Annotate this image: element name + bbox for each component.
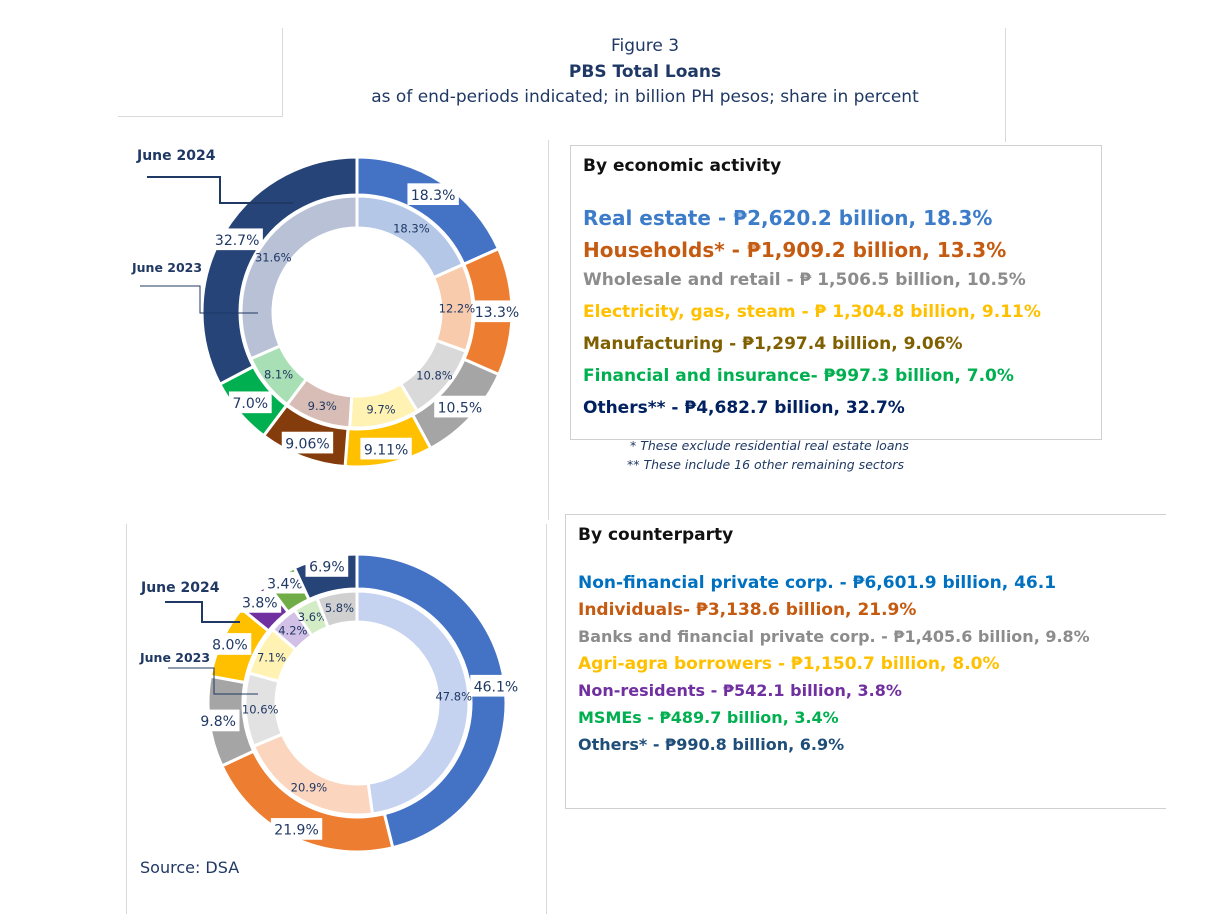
legend-item: Agri-agra borrowers - ₱1,150.7 billion, … [578, 654, 1000, 674]
outer-data-label: 18.3% [411, 188, 455, 204]
data-label-background [471, 300, 523, 323]
data-label-background [407, 183, 459, 206]
outer-data-label: 32.7% [215, 233, 259, 249]
data-label-background [281, 431, 334, 454]
donut-chart-1: 18.3% 13.3% 10.5% 9.11% 9.06% 7.0% 32.7% 18.3% 1… [131, 148, 523, 469]
outer-data-label: 3.8% [242, 596, 278, 612]
legend-item: Others** - ₱4,682.7 billion, 32.7% [583, 398, 905, 418]
chart-title: PBS Total Loans [568, 62, 722, 82]
leader-line [168, 667, 258, 695]
legend-item: Banks and financial private corp. - ₱1,4… [578, 627, 1090, 646]
leader-line [147, 176, 293, 204]
inner-data-label: 5.8% [325, 601, 354, 615]
outer-data-label: 9.8% [200, 714, 236, 730]
outer-data-label: 9.11% [364, 442, 408, 458]
divider [282, 28, 283, 116]
data-label-background [360, 437, 412, 460]
divider [548, 140, 549, 520]
inner-data-label: 10.6% [242, 702, 279, 716]
divider [126, 524, 127, 914]
inner-data-label: 47.8% [435, 690, 472, 704]
legend-item: Non-residents - ₱542.1 billion, 3.8% [578, 681, 902, 700]
data-label-background [270, 818, 323, 840]
data-label-background [434, 395, 486, 418]
outer-data-label: 13.3% [475, 305, 519, 321]
legend-item: Households* - ₱1,909.2 billion, 13.3% [583, 238, 1007, 262]
legend-item: Real estate - ₱2,620.2 billion, 18.3% [583, 206, 993, 230]
outer-data-label: 21.9% [274, 823, 318, 839]
divider [546, 524, 547, 914]
data-label-background [196, 709, 240, 732]
outer-data-label: 10.5% [438, 400, 482, 416]
inner-data-label: 20.9% [291, 781, 328, 795]
legend-item: Financial and insurance- ₱997.3 billion,… [583, 366, 1014, 386]
data-label-background [238, 591, 282, 613]
series-label: June 2023 [131, 260, 202, 275]
data-label-background [470, 674, 522, 697]
inner-data-label: 12.2% [439, 302, 476, 316]
inner-data-label: 4.2% [278, 624, 307, 638]
outer-slice-non-financial-private-corp- [355, 552, 508, 850]
figure-number: Figure 3 [610, 36, 680, 56]
inner-data-label: 18.3% [393, 221, 430, 235]
data-label-background [208, 633, 252, 655]
legend-item: Individuals- ₱3,138.6 billion, 21.9% [578, 600, 917, 620]
outer-data-label: 8.0% [212, 638, 248, 654]
inner-data-label: 9.7% [366, 402, 395, 416]
outer-data-label: 6.9% [309, 560, 345, 576]
data-label-background [211, 228, 263, 251]
legend-counterparty: By counterparty Non-financial private co… [565, 514, 1166, 809]
inner-slice-others [315, 589, 359, 630]
data-label-background [305, 555, 349, 577]
donut-chart-2: 46.1% 21.9% 9.8% 8.0% 3.8% 3.4% 6.9% 47.8% 20.9%… [139, 552, 522, 854]
outer-data-label: 3.4% [267, 576, 303, 592]
inner-data-label: 9.3% [308, 399, 337, 413]
leader-line [140, 285, 258, 314]
legend-item: Non-financial private corp. - ₱6,601.9 b… [578, 573, 1057, 593]
outer-data-label: 46.1% [474, 679, 518, 695]
legend-item: Manufacturing - ₱1,297.4 billion, 9.06% [583, 334, 963, 354]
outer-data-label: 7.0% [233, 396, 269, 412]
legend-heading: By economic activity [583, 156, 782, 176]
inner-slice-non-financial-private-corp- [355, 589, 471, 816]
data-label-background [228, 391, 272, 414]
legend-heading: By counterparty [578, 525, 734, 545]
inner-slice-others [239, 194, 359, 361]
data-label-background [263, 571, 307, 594]
divider [1005, 28, 1006, 142]
chart-subtitle: as of end-periods indicated; in billion … [371, 87, 919, 107]
legend-item: Wholesale and retail - ₱ 1,506.5 billion… [583, 270, 1026, 290]
legend-economic-activity: By economic activity Real estate - ₱2,62… [570, 145, 1102, 440]
footnote: ** These include 16 other remaining sect… [627, 457, 904, 472]
series-label: June 2024 [136, 148, 216, 164]
source-note: Source: DSA [140, 858, 240, 877]
legend-item: Electricity, gas, steam - ₱ 1,304.8 bill… [583, 302, 1041, 322]
divider [118, 116, 283, 117]
outer-data-label: 9.06% [285, 436, 329, 452]
legend-item: Others* - ₱990.8 billion, 6.9% [578, 735, 845, 754]
leader-line [165, 601, 240, 623]
series-label: June 2023 [139, 650, 210, 665]
inner-data-label: 8.1% [264, 367, 293, 381]
series-label: June 2024 [140, 580, 220, 596]
inner-data-label: 7.1% [257, 650, 286, 664]
legend-item: MSMEs - ₱489.7 billion, 3.4% [578, 708, 839, 727]
inner-data-label: 3.6% [298, 610, 327, 624]
inner-data-label: 10.8% [416, 369, 453, 383]
footnote: * These exclude residential real estate … [630, 438, 909, 453]
inner-data-label: 31.6% [255, 251, 292, 265]
